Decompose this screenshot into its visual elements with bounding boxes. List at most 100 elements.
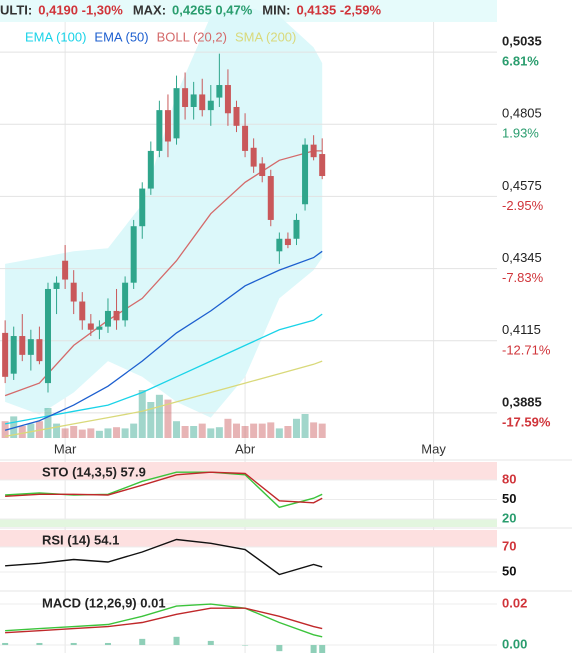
y-tick-label: 0.00 bbox=[502, 636, 527, 651]
y-tick-label: 70 bbox=[502, 538, 516, 553]
legend-entry[interactable]: EMA (50) bbox=[94, 29, 148, 44]
candle-body bbox=[216, 85, 223, 98]
indicator-line bbox=[5, 607, 323, 634]
bollinger-band bbox=[5, 6, 323, 418]
histogram-bar bbox=[276, 645, 283, 652]
legend-entry[interactable]: BOLL (20,2) bbox=[157, 29, 227, 44]
candle-body bbox=[87, 323, 94, 330]
volume-bar bbox=[233, 423, 241, 438]
sub-panel bbox=[0, 462, 497, 527]
volume-bar bbox=[95, 430, 103, 438]
volume-bar bbox=[70, 426, 78, 438]
histogram-bar bbox=[319, 645, 326, 653]
header-label: ULTI: bbox=[0, 2, 32, 17]
volume-bar bbox=[241, 426, 249, 438]
candle-body bbox=[293, 219, 300, 239]
volume-bar bbox=[250, 423, 258, 438]
volume-bar bbox=[104, 428, 112, 438]
volume-bar bbox=[18, 426, 26, 438]
volume-bar bbox=[301, 414, 309, 438]
histogram-bar bbox=[104, 642, 111, 646]
header-label: MAX: bbox=[133, 2, 166, 17]
candle-body bbox=[207, 100, 214, 111]
volume-bar bbox=[164, 399, 172, 438]
candle-body bbox=[199, 94, 206, 111]
zone bbox=[0, 530, 497, 547]
candle-body bbox=[302, 144, 309, 205]
y2-tick-label: 1.93% bbox=[502, 126, 539, 141]
candle-body bbox=[10, 336, 17, 374]
volume-bar bbox=[258, 423, 266, 438]
legend-entry[interactable]: EMA (100) bbox=[25, 29, 86, 44]
candle-body bbox=[19, 336, 26, 355]
y2-tick-label: 6.81% bbox=[502, 54, 539, 69]
histogram-bar bbox=[207, 640, 214, 646]
volume-bar bbox=[27, 423, 35, 438]
volume-bar bbox=[215, 427, 223, 438]
y2-tick-label: -7.83% bbox=[502, 270, 544, 285]
panel-title: RSI (14) 54.1 bbox=[42, 532, 119, 547]
header-value: 0,4265 0,47% bbox=[172, 2, 253, 17]
x-tick-label: Abr bbox=[235, 441, 256, 456]
volume-bar bbox=[44, 408, 52, 438]
volume-bar bbox=[61, 428, 69, 438]
sub-panel bbox=[0, 603, 497, 653]
histogram-bar bbox=[242, 645, 249, 646]
indicator-line bbox=[5, 471, 323, 504]
indicator-line bbox=[4, 250, 323, 431]
volume-bar bbox=[318, 423, 326, 438]
header-label: MIN: bbox=[262, 2, 290, 17]
candle-body bbox=[224, 85, 231, 114]
candle-body bbox=[62, 260, 69, 280]
histogram-bar bbox=[139, 638, 146, 646]
candle-body bbox=[79, 301, 86, 321]
candle-body bbox=[53, 282, 60, 289]
candle-body bbox=[104, 310, 111, 327]
candle-body bbox=[36, 339, 43, 362]
candle-body bbox=[27, 339, 34, 355]
candle-body bbox=[233, 106, 240, 126]
volume-bar bbox=[198, 423, 206, 438]
y-tick-label: 50 bbox=[502, 491, 516, 506]
zone bbox=[0, 462, 497, 481]
candle-body bbox=[70, 282, 77, 302]
histogram-bar bbox=[2, 642, 9, 646]
volume-bar bbox=[267, 422, 275, 438]
candle-body bbox=[259, 163, 266, 177]
volume-bar bbox=[207, 428, 215, 438]
volume-bar bbox=[155, 394, 163, 438]
indicator-line bbox=[5, 538, 323, 576]
candle-body bbox=[96, 326, 103, 330]
panel-title: MACD (12,26,9) 0.01 bbox=[42, 595, 166, 610]
y-tick-label: 0,5035 bbox=[502, 34, 542, 49]
x-tick-label: May bbox=[421, 441, 446, 456]
plot-area-right bbox=[497, 0, 572, 653]
y-tick-label: 0,4345 bbox=[502, 250, 542, 265]
y-tick-label: 20 bbox=[502, 510, 516, 525]
candle-body bbox=[267, 176, 274, 220]
candle-body bbox=[44, 288, 51, 384]
candle-body bbox=[250, 147, 257, 167]
y2-tick-label: -12.71% bbox=[502, 342, 551, 357]
y-tick-label: 0,4115 bbox=[502, 322, 541, 337]
candle-body bbox=[130, 226, 137, 283]
y-tick-label: 0,3885 bbox=[502, 394, 542, 409]
main-panel bbox=[0, 0, 497, 438]
histogram-bar bbox=[70, 642, 77, 646]
volume-bar bbox=[275, 428, 283, 438]
candle-body bbox=[122, 282, 129, 321]
y-tick-label: 0,4575 bbox=[502, 178, 542, 193]
volume-bar bbox=[190, 426, 198, 438]
volume-bar bbox=[310, 422, 318, 438]
volume-bar bbox=[147, 402, 155, 438]
indicator-line bbox=[4, 313, 323, 425]
histogram-bar bbox=[310, 645, 317, 653]
candle-body bbox=[164, 110, 171, 142]
candle-body bbox=[173, 88, 180, 139]
indicator-line bbox=[4, 150, 323, 397]
volume-bar bbox=[113, 427, 121, 438]
indicator-line bbox=[5, 603, 323, 638]
y-tick-label: 80 bbox=[502, 471, 516, 486]
legend-entry[interactable]: SMA (200) bbox=[235, 29, 296, 44]
zone bbox=[0, 519, 497, 527]
